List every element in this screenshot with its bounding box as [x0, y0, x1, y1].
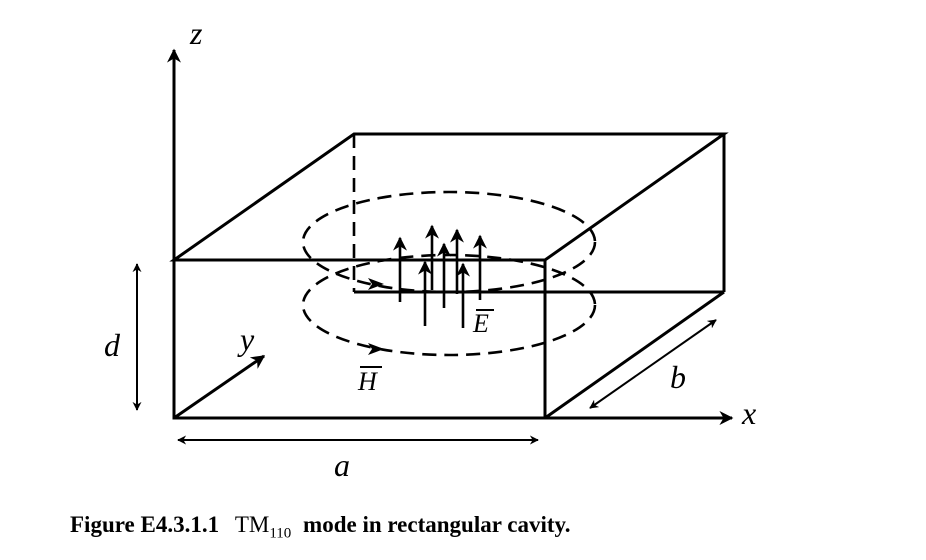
dimension-d-label: d	[104, 327, 121, 363]
cavity-top-face	[169, 132, 729, 262]
y-axis-label: y	[237, 321, 255, 357]
dimension-a-label: a	[334, 447, 350, 483]
figure-caption: Figure E4.3.1.1 TM110 mode in rectangula…	[70, 512, 571, 543]
dimension-b-arrow	[589, 319, 717, 409]
cavity-right-bottom-edge	[544, 290, 725, 420]
z-axis-label: z	[189, 15, 203, 51]
mode-name: TM110	[234, 512, 291, 542]
h-field-direction-arrow-1	[368, 278, 384, 290]
dimension-b-label: b	[670, 359, 686, 395]
h-field-direction-arrow-2	[368, 343, 384, 355]
mode-subscript: 110	[269, 525, 292, 542]
cavity-diagram: z x y E H d a b	[104, 15, 756, 483]
caption-text: mode in rectangular cavity.	[303, 512, 571, 537]
figure-label: Figure E4.3.1.1	[70, 512, 220, 537]
mode-prefix: TM	[234, 512, 270, 537]
h-field-loop-bottom	[301, 253, 597, 357]
y-axis	[173, 354, 266, 420]
h-field-loop-top	[301, 190, 597, 294]
x-axis-label: x	[741, 395, 756, 431]
h-field-label: H	[357, 367, 378, 396]
e-field-label: E	[472, 309, 489, 338]
